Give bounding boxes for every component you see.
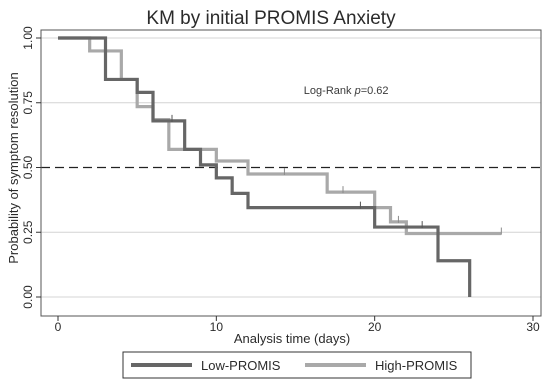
km-curve-low-promis (58, 36, 472, 297)
legend: Low-PROMIS High-PROMIS (122, 351, 472, 379)
legend-label-high-promis: High-PROMIS (375, 358, 458, 373)
log-rank-p: p (354, 85, 361, 97)
x-tick-label-3: 30 (526, 320, 540, 334)
x-tick-label-1: 10 (210, 320, 224, 334)
km-curve-high-promis (58, 36, 502, 236)
legend-label-low-promis: Low-PROMIS (201, 358, 281, 373)
y-tick-label-2: 0.50 (21, 155, 35, 179)
log-rank-value: =0.62 (361, 85, 389, 97)
y-axis-title: Probability of symptom resolution (6, 72, 21, 263)
plot-area: 0.00 0.25 0.50 0.75 1.00 0 10 20 30 (21, 26, 542, 334)
y-tick-label-3: 0.75 (21, 91, 35, 115)
chart-title: KM by initial PROMIS Anxiety (146, 8, 396, 29)
y-tick-label-1: 0.25 (21, 220, 35, 244)
log-rank-prefix: Log-Rank (304, 85, 355, 97)
x-tick-label-2: 20 (368, 320, 382, 334)
plot-frame (40, 29, 542, 317)
y-tick-label-0: 0.00 (21, 285, 35, 309)
log-rank-annotation: Log-Rank p=0.62 (304, 85, 389, 97)
y-tick-label-4: 1.00 (21, 26, 35, 50)
x-axis-title: Analysis time (days) (234, 331, 350, 346)
x-tick-label-0: 0 (55, 320, 62, 334)
